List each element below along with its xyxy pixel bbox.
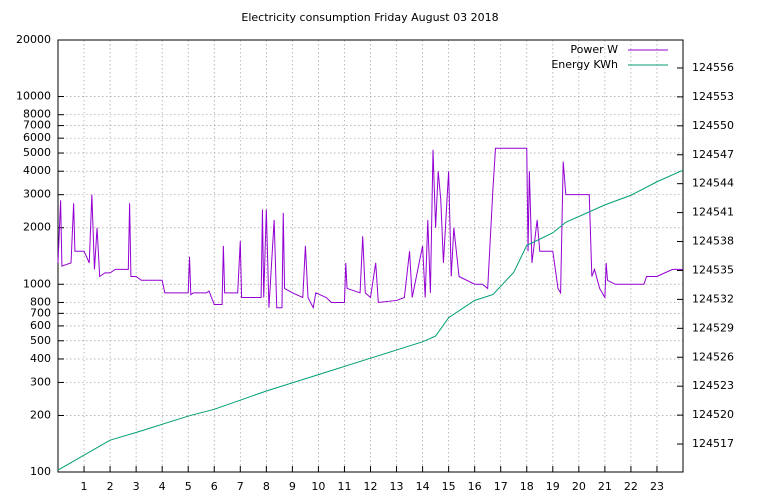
x-tick-label: 16 [468, 480, 482, 493]
y2-tick-label: 124544 [692, 177, 734, 190]
x-tick-label: 15 [442, 480, 456, 493]
y-tick-label: 800 [30, 295, 51, 308]
series-line [57, 169, 684, 471]
y-tick-label: 8000 [23, 108, 51, 121]
y2-tick-label: 124556 [692, 61, 734, 74]
y2-tick-label: 124532 [692, 292, 734, 305]
x-tick-label: 20 [572, 480, 586, 493]
x-tick-label: 18 [520, 480, 534, 493]
x-tick-label: 9 [289, 480, 296, 493]
x-tick-label: 17 [494, 480, 508, 493]
x-tick-label: 10 [311, 480, 325, 493]
y2-tick-label: 124538 [692, 235, 734, 248]
y-tick-label: 700 [30, 306, 51, 319]
y-tick-label: 2000 [23, 221, 51, 234]
x-tick-label: 8 [263, 480, 270, 493]
x-tick-label: 14 [416, 480, 430, 493]
y-tick-label: 400 [30, 352, 51, 365]
chart-title: Electricity consumption Friday August 03… [241, 11, 498, 24]
x-tick-label: 3 [133, 480, 140, 493]
x-tick-label: 4 [159, 480, 166, 493]
y-tick-label: 300 [30, 375, 51, 388]
x-tick-label: 23 [650, 480, 664, 493]
x-tick-label: 19 [546, 480, 560, 493]
y2-tick-label: 124526 [692, 350, 734, 363]
x-tick-label: 5 [185, 480, 192, 493]
y-tick-label: 4000 [23, 164, 51, 177]
x-tick-label: 7 [237, 480, 244, 493]
x-tick-label: 13 [390, 480, 404, 493]
y-tick-label: 7000 [23, 119, 51, 132]
legend-label: Energy KWh [551, 58, 618, 71]
y-tick-label: 200 [30, 408, 51, 421]
y2-tick-label: 124550 [692, 119, 734, 132]
x-tick-label: 6 [211, 480, 218, 493]
y2-tick-label: 124541 [692, 206, 734, 219]
y-tick-label: 3000 [23, 188, 51, 201]
legend-label: Power W [570, 43, 618, 56]
series-line [57, 147, 683, 310]
y2-tick-label: 124523 [692, 379, 734, 392]
x-tick-label: 12 [364, 480, 378, 493]
y-tick-label: 6000 [23, 131, 51, 144]
y2-tick-label: 124529 [692, 321, 734, 334]
y-tick-label: 10000 [16, 90, 51, 103]
y2-tick-label: 124520 [692, 408, 734, 421]
x-tick-label: 21 [598, 480, 612, 493]
y-tick-label: 5000 [23, 146, 51, 159]
y2-tick-label: 124553 [692, 90, 734, 103]
y-tick-label: 100 [30, 465, 51, 478]
x-tick-label: 2 [107, 480, 114, 493]
y2-tick-label: 124535 [692, 263, 734, 276]
y2-tick-label: 124517 [692, 437, 734, 450]
y2-tick-label: 124547 [692, 148, 734, 161]
x-tick-label: 1 [81, 480, 88, 493]
x-tick-label: 22 [624, 480, 638, 493]
x-tick-label: 11 [337, 480, 351, 493]
y-tick-label: 1000 [23, 277, 51, 290]
y-tick-label: 20000 [16, 33, 51, 46]
y-tick-label: 600 [30, 319, 51, 332]
y-tick-label: 500 [30, 334, 51, 347]
